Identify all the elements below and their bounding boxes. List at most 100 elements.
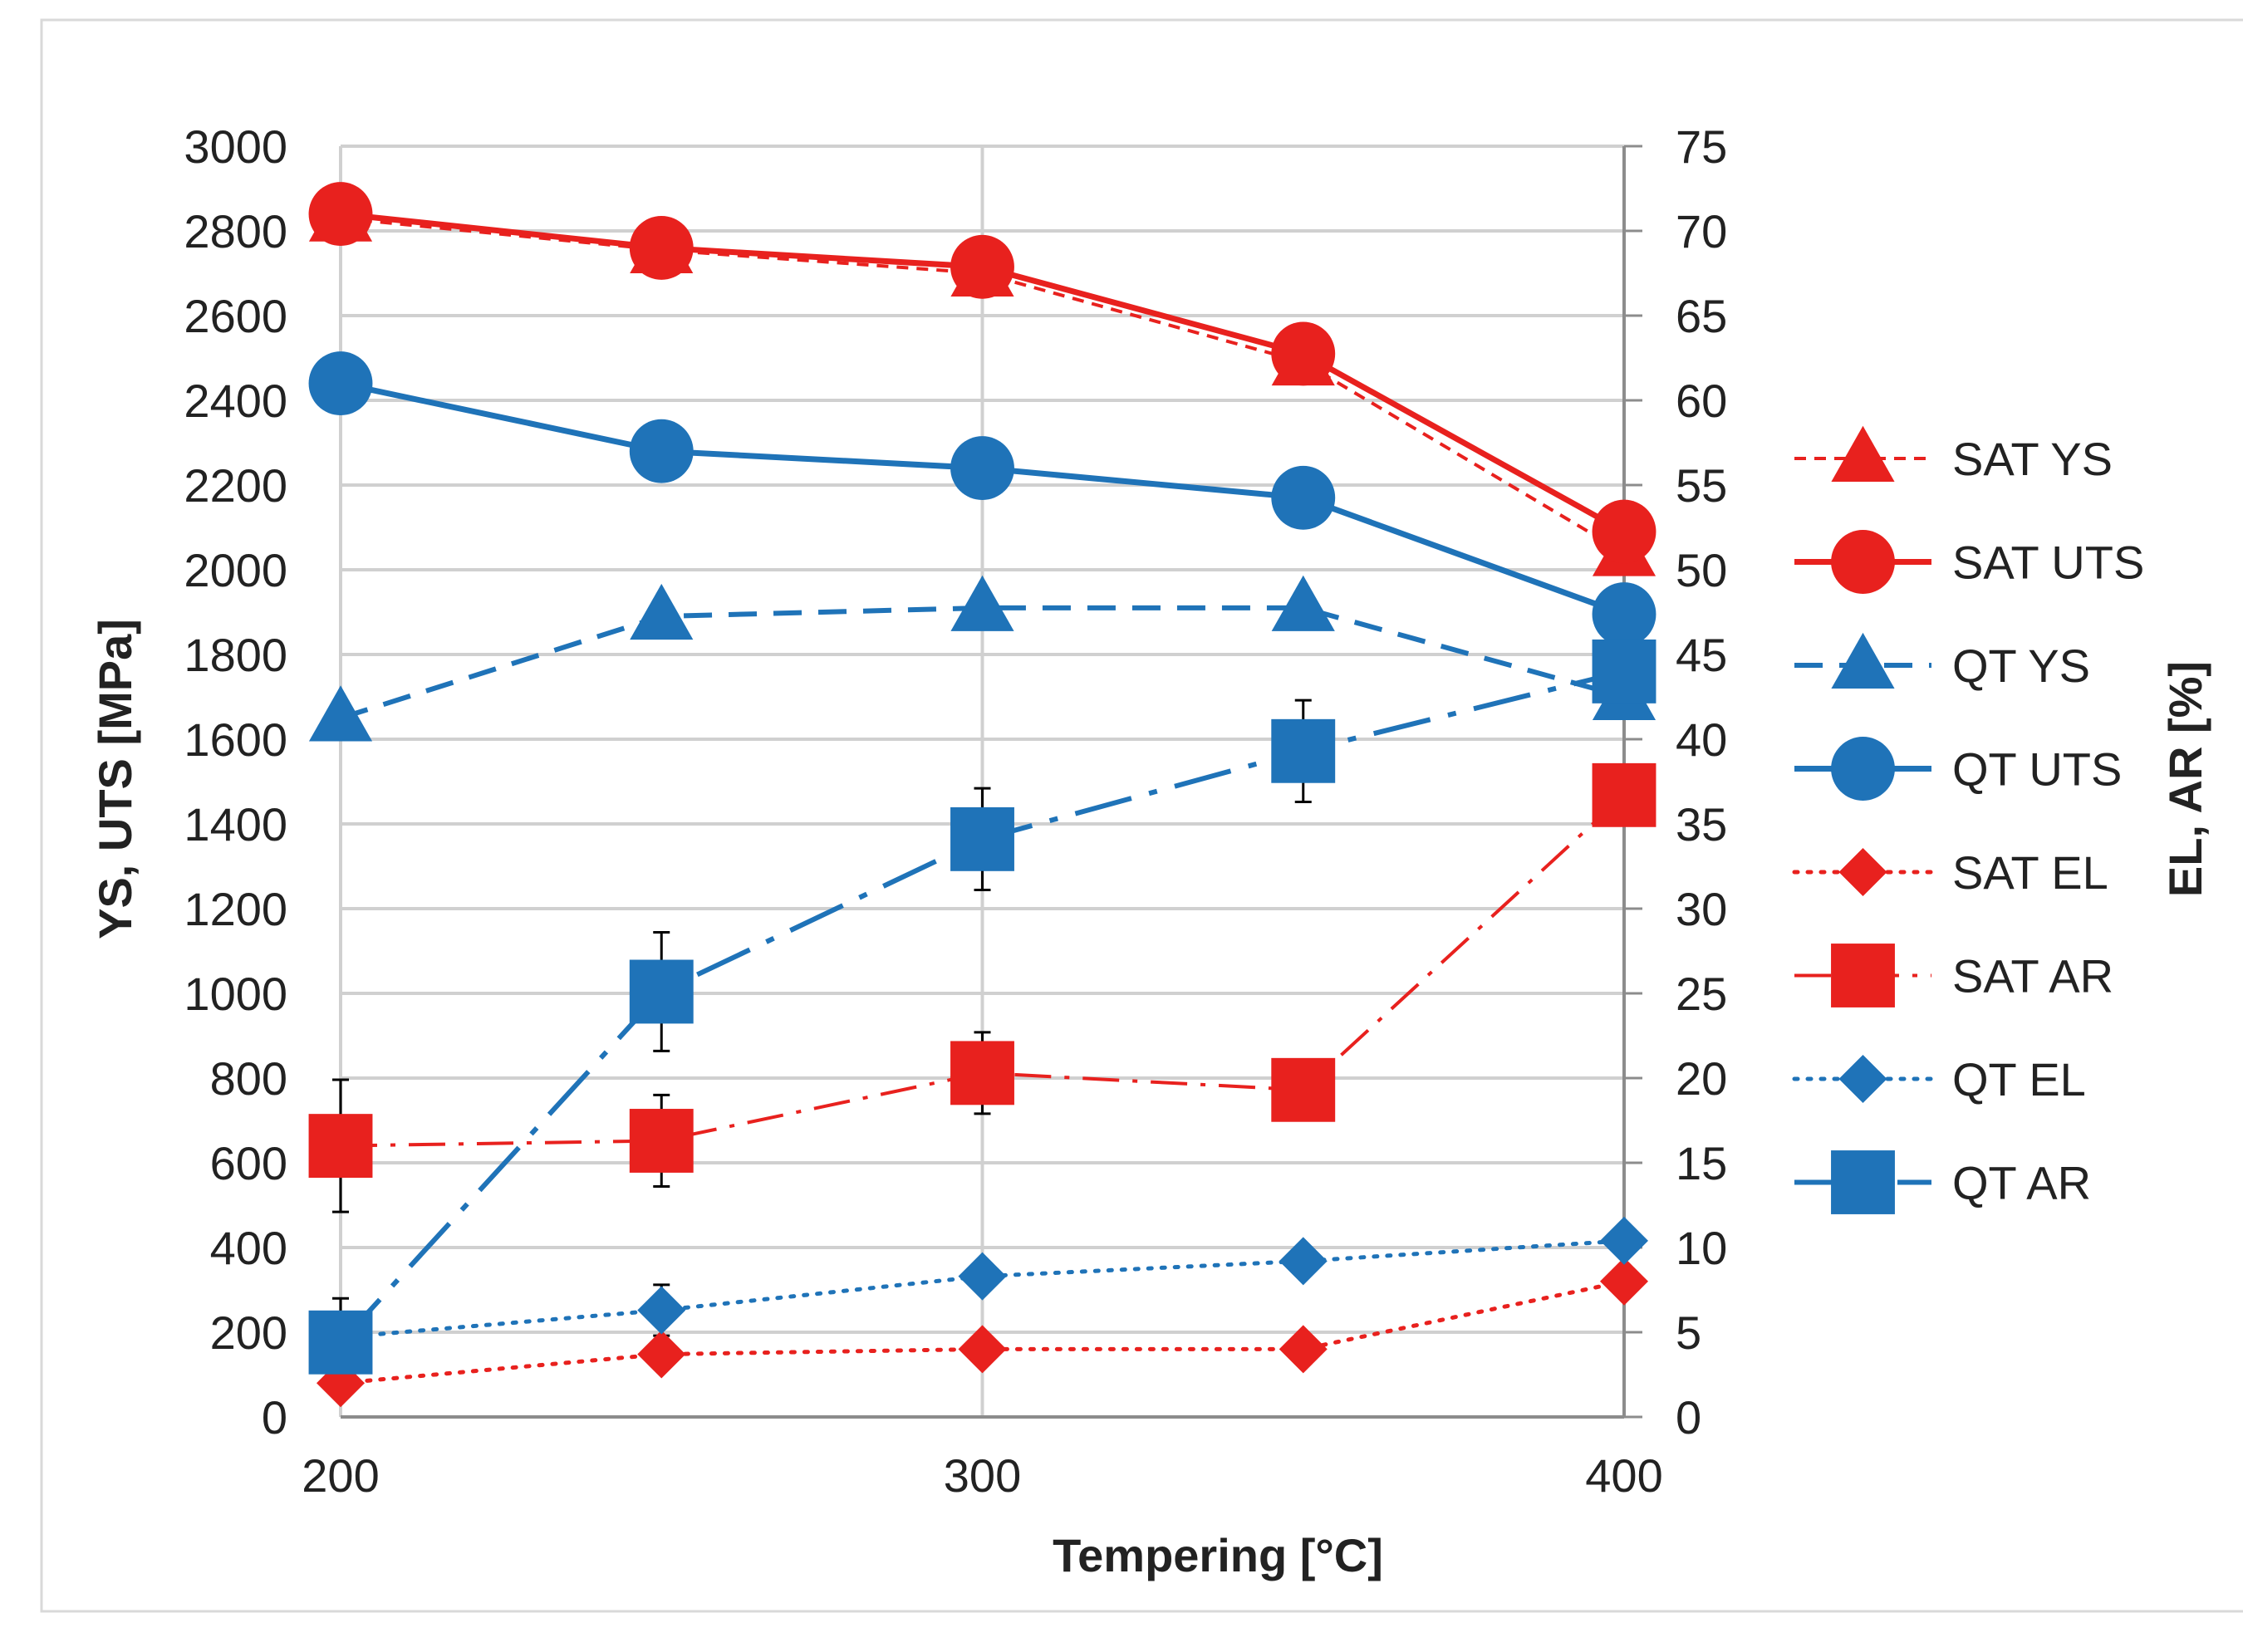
y-tick-right-label: 40 bbox=[1676, 713, 1727, 766]
legend: SAT YS SAT UTS QT YS QT UTS SAT EL SAT AR QT E… bbox=[1792, 425, 2144, 1214]
legend-swatch-marker bbox=[1831, 737, 1895, 801]
chart-border bbox=[40, 18, 2243, 1613]
data-point-qt-ys bbox=[950, 575, 1014, 631]
y-tick-left-label: 600 bbox=[210, 1137, 287, 1189]
y-tick-right-label: 60 bbox=[1676, 375, 1727, 427]
y-tick-right-label: 15 bbox=[1676, 1137, 1727, 1189]
legend-label: SAT YS bbox=[1952, 433, 2113, 485]
data-point-qt-ar bbox=[629, 959, 694, 1024]
data-point-sat-el bbox=[958, 1325, 1007, 1374]
y-tick-left-label: 3000 bbox=[184, 120, 287, 173]
y-tick-left-label: 200 bbox=[210, 1306, 287, 1359]
legend-label: SAT EL bbox=[1952, 846, 2108, 899]
legend-swatch-marker bbox=[1831, 944, 1895, 1007]
data-point-qt-ar bbox=[1271, 718, 1336, 783]
y-tick-left-label: 1000 bbox=[184, 968, 287, 1020]
series-line-qt-ys bbox=[340, 605, 1625, 721]
legend-item-sat-ys: SAT YS bbox=[1794, 425, 2113, 485]
legend-swatch-marker bbox=[1838, 1055, 1887, 1103]
y-tick-left-label: 1200 bbox=[184, 883, 287, 935]
y-tick-left-label: 2800 bbox=[184, 205, 287, 257]
data-point-sat-ar bbox=[1592, 762, 1656, 827]
legend-label: QT UTS bbox=[1952, 743, 2122, 796]
legend-item-sat-ar: SAT AR bbox=[1794, 944, 2113, 1007]
y-tick-right-label: 35 bbox=[1676, 798, 1727, 851]
data-point-qt-uts bbox=[629, 419, 694, 483]
legend-label: QT EL bbox=[1952, 1053, 2086, 1105]
data-point-qt-ys bbox=[308, 685, 373, 742]
y-tick-left-label: 2000 bbox=[184, 544, 287, 596]
data-point-qt-ys bbox=[1271, 575, 1335, 631]
legend-item-qt-el: QT EL bbox=[1792, 1053, 2086, 1105]
series-line-qt-el bbox=[338, 1238, 1627, 1340]
y-tick-right-label: 65 bbox=[1676, 290, 1727, 342]
y-tick-right-label: 25 bbox=[1676, 968, 1727, 1020]
data-point-qt-el bbox=[1600, 1216, 1648, 1265]
y-tick-right-label: 10 bbox=[1676, 1222, 1727, 1274]
series-markers bbox=[308, 182, 1656, 1408]
legend-item-qt-ys: QT YS bbox=[1794, 632, 2090, 692]
y-tick-right-label: 0 bbox=[1676, 1391, 1701, 1444]
y-axis-title-right: EL, AR [%] bbox=[2159, 661, 2211, 897]
data-point-sat-ar bbox=[1271, 1057, 1336, 1122]
data-point-sat-el bbox=[1279, 1325, 1328, 1374]
legend-swatch-marker bbox=[1838, 848, 1887, 896]
x-axis-title: Tempering [°C] bbox=[1053, 1529, 1383, 1581]
data-point-qt-uts bbox=[1592, 582, 1656, 646]
data-point-qt-uts bbox=[1271, 465, 1336, 530]
data-point-qt-ys bbox=[630, 583, 694, 640]
y-axis-title-left: YS, UTS [MPa] bbox=[89, 619, 141, 939]
data-point-sat-uts bbox=[950, 234, 1014, 299]
legend-swatch-marker bbox=[1831, 425, 1895, 482]
y-tick-right-label: 5 bbox=[1676, 1306, 1701, 1359]
y-tick-right-label: 75 bbox=[1676, 120, 1727, 173]
legend-swatch-marker bbox=[1831, 632, 1895, 689]
legend-label: SAT AR bbox=[1952, 950, 2113, 1002]
data-point-sat-uts bbox=[1592, 499, 1656, 564]
data-point-qt-el bbox=[958, 1252, 1007, 1301]
x-tick-label: 200 bbox=[302, 1449, 379, 1502]
y-tick-left-label: 1600 bbox=[184, 713, 287, 766]
legend-item-sat-el: SAT EL bbox=[1792, 846, 2108, 899]
data-point-qt-ar bbox=[308, 1310, 373, 1375]
legend-swatch-marker bbox=[1831, 1150, 1895, 1214]
data-point-sat-el bbox=[1600, 1257, 1648, 1306]
legend-label: QT YS bbox=[1952, 640, 2090, 692]
y-tick-left-label: 800 bbox=[210, 1052, 287, 1105]
y-tick-left-label: 0 bbox=[262, 1391, 287, 1444]
data-point-sat-uts bbox=[629, 215, 694, 280]
y-tick-left-label: 1800 bbox=[184, 629, 287, 681]
data-point-sat-uts bbox=[1271, 321, 1336, 386]
grid bbox=[339, 145, 1626, 1419]
axes: 0200400600800100012001400160018002000220… bbox=[184, 120, 1727, 1502]
legend-label: QT AR bbox=[1952, 1157, 2091, 1209]
y-tick-left-label: 400 bbox=[210, 1222, 287, 1274]
y-tick-left-label: 2200 bbox=[184, 459, 287, 512]
data-point-qt-uts bbox=[950, 436, 1014, 501]
legend-label: SAT UTS bbox=[1952, 537, 2144, 589]
data-point-sat-el bbox=[637, 1330, 686, 1379]
data-point-sat-uts bbox=[308, 182, 373, 247]
y-tick-left-label: 1400 bbox=[184, 798, 287, 851]
legend-item-qt-ar: QT AR bbox=[1794, 1150, 2091, 1214]
data-point-qt-ar bbox=[950, 806, 1014, 871]
y-tick-right-label: 55 bbox=[1676, 459, 1727, 512]
legend-item-qt-uts: QT UTS bbox=[1794, 737, 2122, 801]
y-tick-right-label: 30 bbox=[1676, 883, 1727, 935]
data-point-qt-el bbox=[637, 1286, 686, 1335]
y-tick-left-label: 2600 bbox=[184, 290, 287, 342]
data-point-qt-ar bbox=[1592, 639, 1656, 703]
y-tick-right-label: 70 bbox=[1676, 205, 1727, 257]
y-tick-left-label: 2400 bbox=[184, 375, 287, 427]
y-tick-right-label: 45 bbox=[1676, 629, 1727, 681]
legend-swatch-marker bbox=[1831, 530, 1895, 594]
y-tick-right-label: 20 bbox=[1676, 1052, 1727, 1105]
legend-item-sat-uts: SAT UTS bbox=[1794, 530, 2144, 594]
x-tick-label: 300 bbox=[944, 1449, 1021, 1502]
x-tick-label: 400 bbox=[1585, 1449, 1662, 1502]
data-point-sat-ar bbox=[950, 1041, 1014, 1105]
y-tick-right-label: 50 bbox=[1676, 544, 1727, 596]
data-point-sat-ar bbox=[308, 1114, 373, 1179]
